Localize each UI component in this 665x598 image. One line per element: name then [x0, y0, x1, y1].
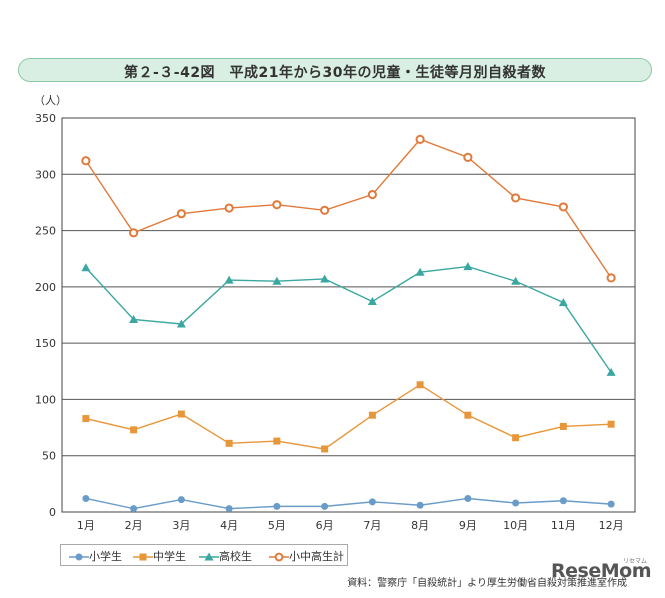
- y-tick-label: 100: [35, 393, 56, 406]
- y-axis-unit: （人）: [34, 94, 67, 107]
- series-line: [85, 138, 612, 279]
- legend-item: 小中高生計: [269, 548, 344, 564]
- data-point: [272, 276, 282, 285]
- chart-title: 第２-３-42図 平成21年から30年の児童・生徒等月別自殺者数: [123, 65, 547, 81]
- data-point: [367, 296, 377, 305]
- x-tick-label: 5月: [268, 519, 286, 532]
- x-tick-label: 8月: [411, 519, 429, 532]
- data-point: [273, 502, 281, 510]
- data-point: [416, 501, 424, 509]
- legend-marker-icon: [133, 553, 153, 561]
- plot-area: [61, 117, 636, 513]
- data-point: [606, 367, 616, 376]
- legend-item: 中学生: [133, 548, 186, 564]
- legend-marker-icon: [269, 552, 289, 562]
- legend-label: 小中高生計: [289, 550, 344, 563]
- data-point: [224, 275, 234, 284]
- data-point: [130, 426, 138, 434]
- data-point: [607, 500, 615, 508]
- data-point: [81, 263, 91, 272]
- data-point: [82, 494, 90, 502]
- y-tick-label: 300: [35, 168, 56, 181]
- data-point: [559, 422, 567, 430]
- legend: 小学生 中学生 高校生 小中高生計: [60, 544, 348, 566]
- x-tick-label: 6月: [316, 519, 334, 532]
- data-point: [416, 381, 424, 389]
- legend-label: 小学生: [89, 550, 122, 563]
- data-point: [129, 228, 139, 238]
- data-point: [415, 267, 425, 276]
- source-note: 資料：警察庁「自殺統計」より厚生労働省自殺対策推進室作成: [347, 578, 627, 589]
- data-point: [320, 274, 330, 283]
- series-line: [85, 265, 612, 373]
- data-point: [511, 276, 521, 285]
- data-point: [81, 156, 91, 166]
- data-point: [512, 499, 520, 507]
- x-tick-label: 1月: [77, 519, 95, 532]
- x-tick-label: 9月: [459, 519, 477, 532]
- data-point: [368, 411, 376, 419]
- legend-label: 中学生: [153, 550, 186, 563]
- data-point: [225, 439, 233, 447]
- data-point: [367, 189, 377, 200]
- resemom-logo: ReseMom: [551, 560, 651, 582]
- data-point: [558, 298, 568, 307]
- data-point: [607, 420, 615, 428]
- data-point: [272, 200, 282, 210]
- data-point: [463, 262, 473, 271]
- data-point: [129, 315, 139, 324]
- data-point: [176, 209, 186, 219]
- data-point: [368, 498, 376, 506]
- series-line: [85, 497, 612, 510]
- y-tick-label: 0: [49, 506, 56, 519]
- data-point: [464, 494, 472, 502]
- y-tick-label: 250: [35, 225, 56, 238]
- legend-marker-icon: [199, 552, 219, 561]
- data-point: [321, 502, 329, 510]
- x-tick-label: 4月: [220, 519, 238, 532]
- data-point: [606, 273, 616, 283]
- data-point: [177, 496, 185, 504]
- data-point: [176, 319, 186, 328]
- legend-item: 小学生: [69, 548, 122, 564]
- data-point: [511, 193, 521, 203]
- data-point: [463, 152, 473, 162]
- x-tick-label: 7月: [363, 519, 381, 532]
- y-tick-label: 350: [35, 112, 56, 125]
- legend-marker-icon: [69, 553, 89, 561]
- data-point: [130, 505, 138, 513]
- y-tick-label: 200: [35, 281, 56, 294]
- data-point: [320, 205, 330, 215]
- chart-title-box: 第２-３-42図 平成21年から30年の児童・生徒等月別自殺者数: [18, 58, 652, 82]
- data-point: [224, 203, 234, 213]
- y-tick-label: 150: [35, 337, 56, 350]
- data-point: [225, 505, 233, 513]
- data-point: [558, 202, 568, 212]
- resemom-logo-subtext: リセマム: [622, 558, 647, 565]
- data-point: [82, 415, 90, 423]
- x-tick-label: 11月: [551, 519, 576, 532]
- data-point: [464, 411, 472, 419]
- legend-item: 高校生: [199, 548, 252, 564]
- data-point: [321, 445, 329, 453]
- y-tick-label: 50: [42, 450, 56, 463]
- x-tick-label: 2月: [125, 519, 143, 532]
- legend-label: 高校生: [219, 550, 252, 563]
- data-point: [415, 134, 425, 144]
- series-line: [85, 383, 612, 450]
- data-point: [177, 410, 185, 418]
- x-tick-label: 12月: [599, 519, 624, 532]
- data-point: [273, 437, 281, 445]
- x-tick-label: 3月: [172, 519, 190, 532]
- x-tick-label: 10月: [503, 519, 528, 532]
- data-point: [512, 434, 520, 442]
- data-point: [559, 497, 567, 505]
